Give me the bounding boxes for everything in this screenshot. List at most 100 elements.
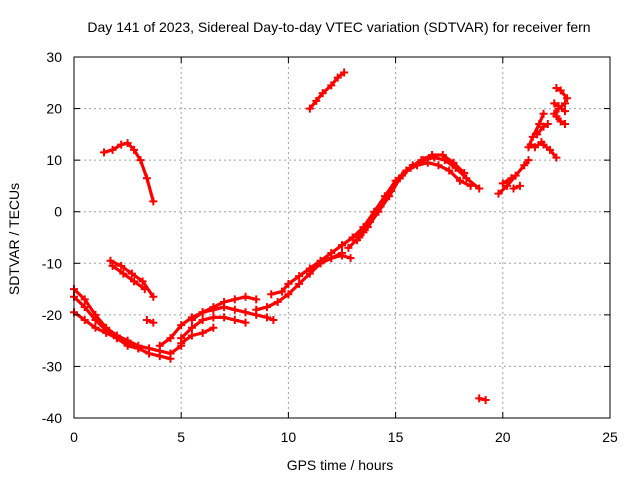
y-tick-label: 30 bbox=[46, 49, 62, 65]
data-point bbox=[187, 331, 196, 340]
x-tick-label: 15 bbox=[388, 429, 404, 445]
data-point bbox=[209, 305, 218, 314]
series-arc-d bbox=[102, 141, 155, 203]
data-point bbox=[295, 272, 304, 281]
data-point bbox=[252, 305, 261, 314]
data-point bbox=[142, 316, 151, 325]
data-point bbox=[535, 120, 544, 129]
data-point bbox=[198, 308, 207, 317]
y-tick-label: -30 bbox=[42, 358, 62, 374]
data-point bbox=[503, 181, 512, 190]
data-point bbox=[318, 89, 327, 98]
data-point bbox=[100, 148, 109, 157]
data-point bbox=[475, 184, 484, 193]
data-point bbox=[230, 316, 239, 325]
data-point bbox=[142, 174, 151, 183]
data-point bbox=[177, 321, 186, 330]
data-point bbox=[445, 166, 454, 175]
data-series bbox=[70, 68, 572, 404]
data-point bbox=[552, 153, 561, 162]
data-point bbox=[230, 295, 239, 304]
data-point bbox=[385, 192, 394, 201]
data-point bbox=[333, 73, 342, 82]
data-point bbox=[438, 150, 447, 159]
data-point bbox=[552, 112, 561, 121]
data-point bbox=[80, 316, 89, 325]
data-point bbox=[149, 197, 158, 206]
data-point bbox=[327, 254, 336, 263]
data-point bbox=[295, 279, 304, 288]
data-point bbox=[241, 292, 250, 301]
data-point bbox=[269, 316, 278, 325]
data-point bbox=[155, 352, 164, 361]
data-point bbox=[277, 287, 286, 296]
data-point bbox=[80, 303, 89, 312]
y-axis-label: SDTVAR / TECUs bbox=[6, 183, 22, 295]
data-point bbox=[417, 156, 426, 165]
data-point bbox=[252, 295, 261, 304]
data-point bbox=[209, 313, 218, 322]
data-point bbox=[209, 323, 218, 332]
data-point bbox=[507, 174, 516, 183]
data-point bbox=[533, 130, 542, 139]
data-point bbox=[494, 189, 503, 198]
data-point bbox=[524, 156, 533, 165]
data-point bbox=[220, 303, 229, 312]
data-point bbox=[241, 318, 250, 327]
data-point bbox=[560, 120, 569, 129]
data-point bbox=[543, 120, 552, 129]
data-point bbox=[230, 305, 239, 314]
data-point bbox=[117, 140, 126, 149]
data-point bbox=[560, 107, 569, 116]
data-point bbox=[455, 176, 464, 185]
data-point bbox=[262, 303, 271, 312]
data-point bbox=[91, 316, 100, 325]
data-point bbox=[434, 161, 443, 170]
data-point bbox=[305, 267, 314, 276]
data-point bbox=[305, 104, 314, 113]
data-point bbox=[545, 145, 554, 154]
data-point bbox=[127, 269, 136, 278]
data-point bbox=[80, 295, 89, 304]
data-point bbox=[136, 156, 145, 165]
data-point bbox=[140, 285, 149, 294]
x-tick-label: 5 bbox=[177, 429, 185, 445]
data-point bbox=[460, 169, 469, 178]
x-tick-label: 0 bbox=[70, 429, 78, 445]
data-point bbox=[123, 341, 132, 350]
data-point bbox=[108, 145, 117, 154]
data-point bbox=[340, 68, 349, 77]
data-point bbox=[554, 101, 563, 110]
data-point bbox=[428, 150, 437, 159]
data-point bbox=[556, 86, 565, 95]
data-point bbox=[520, 161, 529, 170]
data-point bbox=[130, 277, 139, 286]
data-point bbox=[177, 339, 186, 348]
data-point bbox=[284, 279, 293, 288]
data-point bbox=[138, 277, 147, 286]
data-point bbox=[528, 132, 537, 141]
data-point bbox=[123, 139, 132, 148]
data-point bbox=[117, 261, 126, 270]
data-point bbox=[108, 261, 117, 270]
data-point bbox=[550, 99, 559, 108]
data-point bbox=[462, 174, 471, 183]
data-point bbox=[563, 94, 572, 103]
data-point bbox=[346, 254, 355, 263]
data-point bbox=[262, 313, 271, 322]
data-point bbox=[481, 395, 490, 404]
data-point bbox=[145, 349, 154, 358]
data-point bbox=[187, 323, 196, 332]
data-point bbox=[220, 313, 229, 322]
data-point bbox=[149, 318, 158, 327]
data-point bbox=[539, 109, 548, 118]
y-tick-label: 20 bbox=[46, 101, 62, 117]
data-point bbox=[166, 334, 175, 343]
data-point bbox=[338, 241, 346, 250]
data-point bbox=[475, 394, 484, 403]
series-arc-ac bbox=[554, 86, 569, 100]
data-point bbox=[134, 344, 143, 353]
data-point bbox=[327, 81, 336, 90]
data-point bbox=[511, 171, 520, 180]
